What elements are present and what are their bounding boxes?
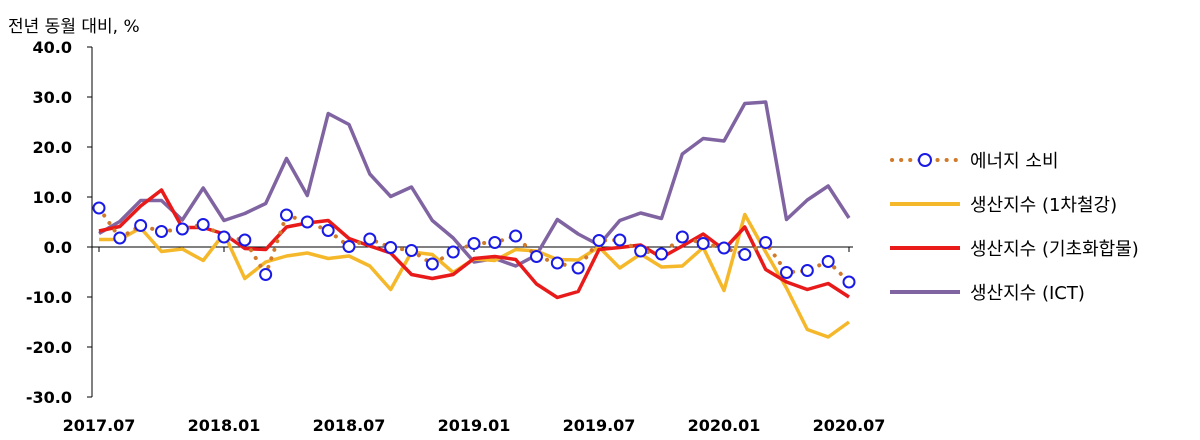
data-point-energy: [675, 230, 689, 244]
legend-item-ict: 생산지수 (ICT): [890, 270, 1190, 314]
legend: 에너지 소비 생산지수 (1차철강) 생산지수 (기초화합물) 생산지수 (IC…: [890, 138, 1190, 314]
data-point-energy: [196, 218, 210, 231]
data-point-energy: [800, 264, 814, 277]
y-tick-label: -20.0: [26, 338, 72, 357]
legend-label-steel: 생산지수 (1차철강): [970, 195, 1118, 216]
y-tick-label: 0.0: [44, 238, 72, 257]
data-point-energy: [134, 219, 148, 232]
data-point-energy: [738, 248, 752, 261]
data-point-energy: [488, 236, 502, 249]
data-point-energy: [300, 215, 314, 229]
data-point-energy: [655, 247, 668, 261]
data-point-energy: [446, 245, 460, 259]
x-tick-label: 2020.07: [813, 416, 886, 435]
data-point-energy: [238, 233, 252, 247]
y-tick-label: 40.0: [33, 38, 72, 57]
data-point-energy: [363, 232, 377, 246]
series-line-steel: [99, 212, 851, 339]
y-tick-label: 10.0: [33, 188, 72, 207]
series-layer: [92, 100, 856, 339]
data-point-energy: [467, 237, 481, 250]
data-point-energy: [530, 250, 543, 263]
data-point-energy: [321, 224, 335, 237]
data-point-energy: [696, 237, 710, 250]
data-point-energy: [342, 240, 356, 253]
legend-swatch-chemical: [890, 238, 960, 258]
y-tick-label: 20.0: [33, 138, 72, 157]
legend-label-chemical: 생산지수 (기초화합물): [970, 239, 1139, 260]
x-tick-label: 2020.01: [688, 416, 761, 435]
data-point-energy: [634, 244, 648, 258]
legend-swatch-ict: [890, 282, 960, 302]
x-tick-label: 2019.01: [438, 416, 511, 435]
data-point-energy: [384, 241, 398, 254]
data-point-energy: [259, 268, 273, 281]
legend-swatch-energy: [890, 153, 960, 167]
legend-label-energy: 에너지 소비: [970, 151, 1059, 172]
data-point-energy: [217, 230, 231, 244]
x-tick-label: 2017.07: [63, 416, 136, 435]
data-point-energy: [571, 261, 585, 275]
legend-swatch-steel: [890, 194, 960, 214]
data-point-energy: [155, 225, 168, 238]
legend-label-ict: 생산지수 (ICT): [970, 283, 1085, 304]
y-unit-label: 전년 동월 대비, %: [8, 17, 140, 37]
legend-item-steel: 생산지수 (1차철강): [890, 182, 1190, 226]
legend-item-chemical: 생산지수 (기초화합물): [890, 226, 1190, 270]
y-tick-label: 30.0: [33, 88, 72, 107]
data-point-energy: [113, 231, 127, 245]
data-point-energy: [550, 256, 564, 270]
data-point-energy: [613, 233, 627, 247]
data-point-energy: [425, 257, 439, 271]
data-point-energy: [759, 236, 773, 249]
legend-swatch-energy-marker: [918, 153, 932, 167]
data-point-energy: [592, 234, 606, 247]
data-point-energy: [280, 208, 293, 222]
x-tick-label: 2018.07: [313, 416, 386, 435]
legend-item-energy: 에너지 소비: [890, 138, 1190, 182]
data-point-energy: [405, 244, 418, 257]
data-point-energy: [175, 222, 189, 236]
y-tick-label: -10.0: [26, 288, 72, 307]
x-tick-label: 2019.07: [563, 416, 636, 435]
data-point-energy: [92, 201, 106, 215]
data-point-energy: [842, 275, 856, 289]
x-tick-label: 2018.01: [188, 416, 261, 435]
series-line-ict: [98, 100, 851, 268]
data-point-energy: [780, 266, 793, 279]
data-point-energy: [509, 229, 523, 243]
y-tick-label: -30.0: [26, 388, 72, 407]
data-point-energy: [717, 241, 731, 255]
data-point-energy: [821, 255, 835, 268]
